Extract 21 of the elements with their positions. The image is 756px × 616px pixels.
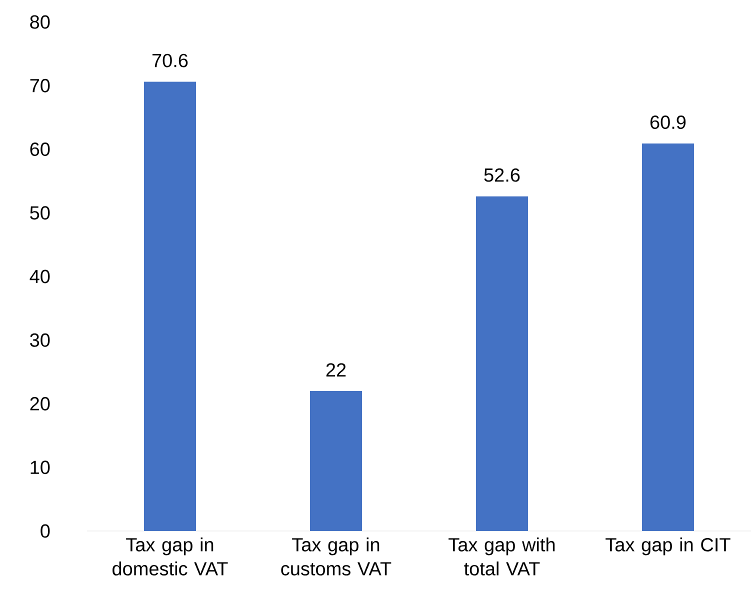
bar	[476, 196, 528, 531]
y-tick-label: 50	[30, 206, 50, 220]
y-tick-label: 70	[30, 78, 50, 92]
y-tick-label: 30	[30, 333, 50, 347]
y-tick-label: 80	[30, 15, 50, 29]
y-tick-label: 40	[30, 270, 50, 284]
data-label: 22	[326, 363, 346, 376]
x-tick-label: Tax gap in domestic VAT	[112, 538, 228, 576]
x-tick-label: Tax gap in CIT	[606, 538, 730, 556]
x-tick-label: Tax gap with total VAT	[448, 538, 555, 576]
bar	[144, 82, 196, 531]
x-tick-label: Tax gap in customs VAT	[281, 538, 392, 576]
bar	[310, 391, 362, 531]
data-label: 60.9	[650, 116, 686, 129]
y-tick-label: 10	[30, 460, 50, 474]
y-tick-label: 20	[30, 397, 50, 410]
y-tick-label: 0	[40, 524, 50, 538]
y-tick-label: 60	[30, 142, 50, 156]
bar	[642, 144, 694, 531]
data-label: 52.6	[484, 168, 520, 182]
data-label: 70.6	[152, 54, 188, 68]
